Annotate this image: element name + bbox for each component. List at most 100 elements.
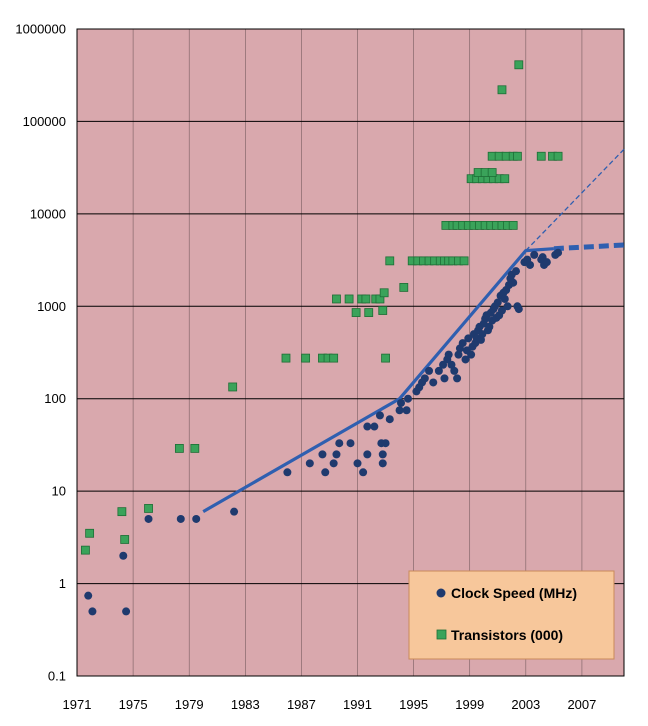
clock-speed-point [395, 406, 404, 415]
transistor-point [514, 60, 524, 70]
clock-speed-point [378, 450, 387, 459]
clock-speed-point [363, 450, 372, 459]
clock-speed-point [332, 450, 341, 459]
trend-lines [202, 148, 625, 513]
clock-speed-point [375, 411, 384, 420]
transistor-point [364, 308, 374, 317]
y-tick-label: 1000000 [15, 22, 66, 37]
clock-speed-point [318, 450, 327, 459]
clock-speed-point [122, 607, 131, 616]
clock-speed-point [353, 459, 362, 468]
transistor-point [190, 444, 200, 453]
transistor-point [553, 151, 563, 161]
y-tick-label: 100000 [23, 114, 66, 129]
clock-speed-point [305, 459, 314, 468]
x-tick-label: 1991 [343, 697, 372, 712]
clock-speed-point [429, 378, 438, 387]
transistor-point [301, 353, 311, 363]
clock-speed-point [385, 415, 394, 424]
clock-speed-point [402, 406, 411, 415]
transistor-point [117, 507, 127, 517]
transistor-point [351, 308, 361, 317]
clock-speed-point [119, 551, 128, 560]
transistor-point [81, 545, 90, 555]
clock-speed-point [554, 248, 563, 257]
transistor-point [228, 382, 238, 392]
transistor-point [513, 151, 522, 161]
plot-background [77, 29, 624, 676]
trend-line [553, 242, 625, 252]
transistor-point [344, 294, 354, 304]
clock-speed-point [440, 374, 449, 383]
clock-speed-point [230, 507, 239, 516]
clock-speed-point [381, 439, 390, 448]
transistor-point [508, 221, 518, 230]
clock-speed-point [509, 278, 518, 287]
clock-speed-point [503, 302, 512, 311]
clock-speed-point [542, 258, 551, 267]
transistor-point [381, 353, 390, 363]
transistor-point [497, 85, 507, 95]
x-axis-ticks: 1971 1975 1979 1983 1987 1991 1995 1999 2003 2007 [63, 697, 597, 712]
clock-speed-point [485, 322, 494, 331]
x-tick-label: 1983 [231, 697, 260, 712]
transistor-point [536, 151, 546, 161]
transistor-point [144, 504, 153, 513]
clock-speed-point [444, 350, 453, 359]
clock-speed-point [370, 422, 379, 431]
clock-speed-point [329, 459, 338, 468]
clock-speed-point [447, 360, 456, 369]
clock-speed-point [404, 394, 413, 403]
trend-line [202, 247, 555, 513]
transistor-point [174, 444, 184, 453]
clock-speed-point [192, 514, 201, 523]
transistor-point [120, 535, 130, 544]
transistor-point [385, 256, 395, 266]
y-tick-label: 10 [52, 484, 66, 499]
transistor-point [329, 353, 339, 363]
legend-transistors-label: Transistors (000) [451, 627, 563, 643]
x-tick-label: 1975 [119, 697, 148, 712]
x-tick-label: 2003 [511, 697, 540, 712]
transistor-point [379, 288, 389, 298]
x-tick-label: 1971 [63, 697, 92, 712]
x-tick-label: 2007 [567, 697, 596, 712]
grid [76, 28, 625, 677]
y-tick-label: 0.1 [48, 669, 66, 684]
legend-box [408, 570, 615, 660]
transistor-point [361, 294, 371, 304]
x-tick-label: 1979 [175, 697, 204, 712]
clock-speed-point [84, 591, 93, 600]
clock-speed-point [467, 350, 476, 359]
plot-frame [76, 28, 625, 677]
clock-speed-point [458, 339, 467, 348]
clock-speed-point [526, 260, 535, 269]
clock-speed-point [335, 439, 344, 448]
clock-speed-point [359, 468, 368, 477]
transistor-points [81, 60, 563, 555]
y-tick-label: 1 [59, 576, 66, 591]
clock-speed-point [425, 366, 434, 375]
clock-speed-point [453, 374, 462, 383]
clock-speed-point [454, 350, 463, 359]
x-tick-label: 1987 [287, 697, 316, 712]
clock-speed-points [84, 248, 563, 616]
clock-speed-point [378, 459, 387, 468]
clock-speed-point [346, 439, 355, 448]
y-tick-label: 10000 [30, 206, 66, 221]
transistor-point [500, 174, 510, 184]
clock-speed-point [176, 514, 185, 523]
legend-clock-label: Clock Speed (MHz) [451, 585, 577, 601]
y-tick-label: 1000 [37, 299, 66, 314]
clock-speed-point [420, 374, 429, 383]
clock-speed-point [144, 514, 153, 523]
clock-speed-point [88, 607, 97, 616]
clock-speed-point [363, 422, 372, 431]
x-tick-label: 1999 [455, 697, 484, 712]
transistor-point [281, 353, 291, 363]
clock-speed-point [512, 267, 521, 276]
x-tick-label: 1995 [399, 697, 428, 712]
y-axis-ticks: 1000000 100000 10000 1000 100 10 1 0.1 [15, 22, 66, 684]
transistor-point [85, 528, 95, 538]
